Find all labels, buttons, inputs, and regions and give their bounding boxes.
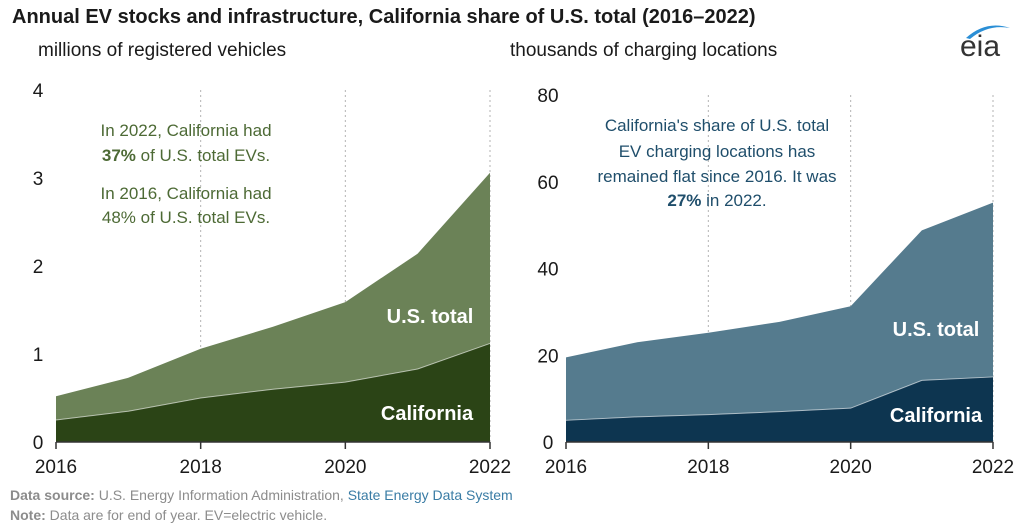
- left-series-label-us-total: U.S. total: [387, 306, 474, 328]
- right-xtick-label: 2016: [545, 457, 587, 478]
- left-area-us-total: [56, 172, 490, 442]
- data-source-text: U.S. Energy Information Administration,: [98, 487, 344, 503]
- left-xtick-label: 2020: [324, 457, 366, 478]
- left-annotation-line: 48% of U.S. total EVs.: [102, 208, 270, 227]
- left-xtick-label: 2016: [35, 457, 77, 478]
- left-area-california: [56, 343, 490, 442]
- right-xtick-label: 2018: [687, 457, 729, 478]
- right-ytick-label: 60: [537, 173, 558, 194]
- right-annotation-line: remained flat since 2016. It was: [597, 167, 836, 186]
- left-ytick-label: 2: [33, 257, 44, 278]
- right-ytick-label: 80: [537, 86, 558, 107]
- data-source-link[interactable]: State Energy Data System: [347, 487, 513, 503]
- right-ytick-label: 40: [537, 260, 558, 281]
- eia-logo: eia: [956, 22, 1012, 64]
- right-xtick-label: 2022: [972, 457, 1014, 478]
- left-annotation-line: 37% of U.S. total EVs.: [102, 146, 270, 165]
- left-california-edge: [55, 342, 491, 421]
- note-label: Note:: [10, 507, 46, 523]
- left-ytick-label: 3: [33, 169, 44, 190]
- right-annotation-segment: in 2022.: [701, 191, 766, 210]
- note-text: Data are for end of year. EV=electric ve…: [49, 507, 328, 523]
- data-source-label: Data source:: [10, 487, 95, 503]
- eia-logo-text: eia: [960, 30, 1001, 63]
- data-source: Data source: U.S. Energy Information Adm…: [10, 487, 513, 503]
- left-unit-label: millions of registered vehicles: [38, 40, 287, 61]
- left-annotation-line: In 2022, California had: [100, 121, 271, 140]
- right-area-california: [566, 376, 993, 442]
- left-annotation-segment: 48% of U.S. total EVs.: [102, 208, 270, 227]
- right-annotation-segment: EV charging locations has: [619, 142, 816, 161]
- right-annotation-line: California's share of U.S. total: [605, 116, 829, 135]
- right-chart: 0 20 40 60 80 2016 2018 2020 2022 U.S. total Calif…: [537, 86, 1014, 478]
- right-area-us-total: [566, 202, 993, 442]
- left-xtick-label: 2018: [180, 457, 222, 478]
- left-annotation-segment: of U.S. total EVs.: [136, 146, 270, 165]
- right-annotation-line: 27% in 2022.: [667, 191, 766, 210]
- right-ytick-label: 20: [537, 346, 558, 367]
- footnote: Note: Data are for end of year. EV=elect…: [10, 507, 327, 523]
- right-unit-label: thousands of charging locations: [510, 40, 778, 61]
- left-annotation-segment: In 2016, California had: [100, 184, 271, 203]
- right-xtick-label: 2020: [830, 457, 872, 478]
- left-annotation-line: In 2016, California had: [100, 184, 271, 203]
- chart-title: Annual EV stocks and infrastructure, Cal…: [12, 6, 756, 28]
- left-ytick-label: 4: [33, 81, 44, 102]
- right-annotation-line: EV charging locations has: [619, 142, 816, 161]
- right-annotation-segment: remained flat since 2016. It was: [597, 167, 836, 186]
- eia-logo-icon: [966, 25, 1010, 39]
- right-ytick-label: 0: [543, 433, 554, 454]
- left-xtick-label: 2022: [469, 457, 511, 478]
- left-annotation-segment: 37%: [102, 146, 136, 165]
- left-series-label-california: California: [381, 403, 474, 425]
- right-california-edge: [565, 376, 994, 421]
- left-ytick-label: 0: [33, 433, 44, 454]
- right-series-label-us-total: U.S. total: [893, 319, 980, 341]
- left-annotation-segment: In 2022, California had: [100, 121, 271, 140]
- left-ytick-label: 1: [33, 345, 44, 366]
- left-chart: 0 1 2 3 4 2016 2018 2020 2022 U.S. total Californi…: [33, 81, 511, 478]
- right-annotation-segment: 27%: [667, 191, 701, 210]
- right-series-label-california: California: [890, 405, 983, 427]
- right-annotation-segment: California's share of U.S. total: [605, 116, 829, 135]
